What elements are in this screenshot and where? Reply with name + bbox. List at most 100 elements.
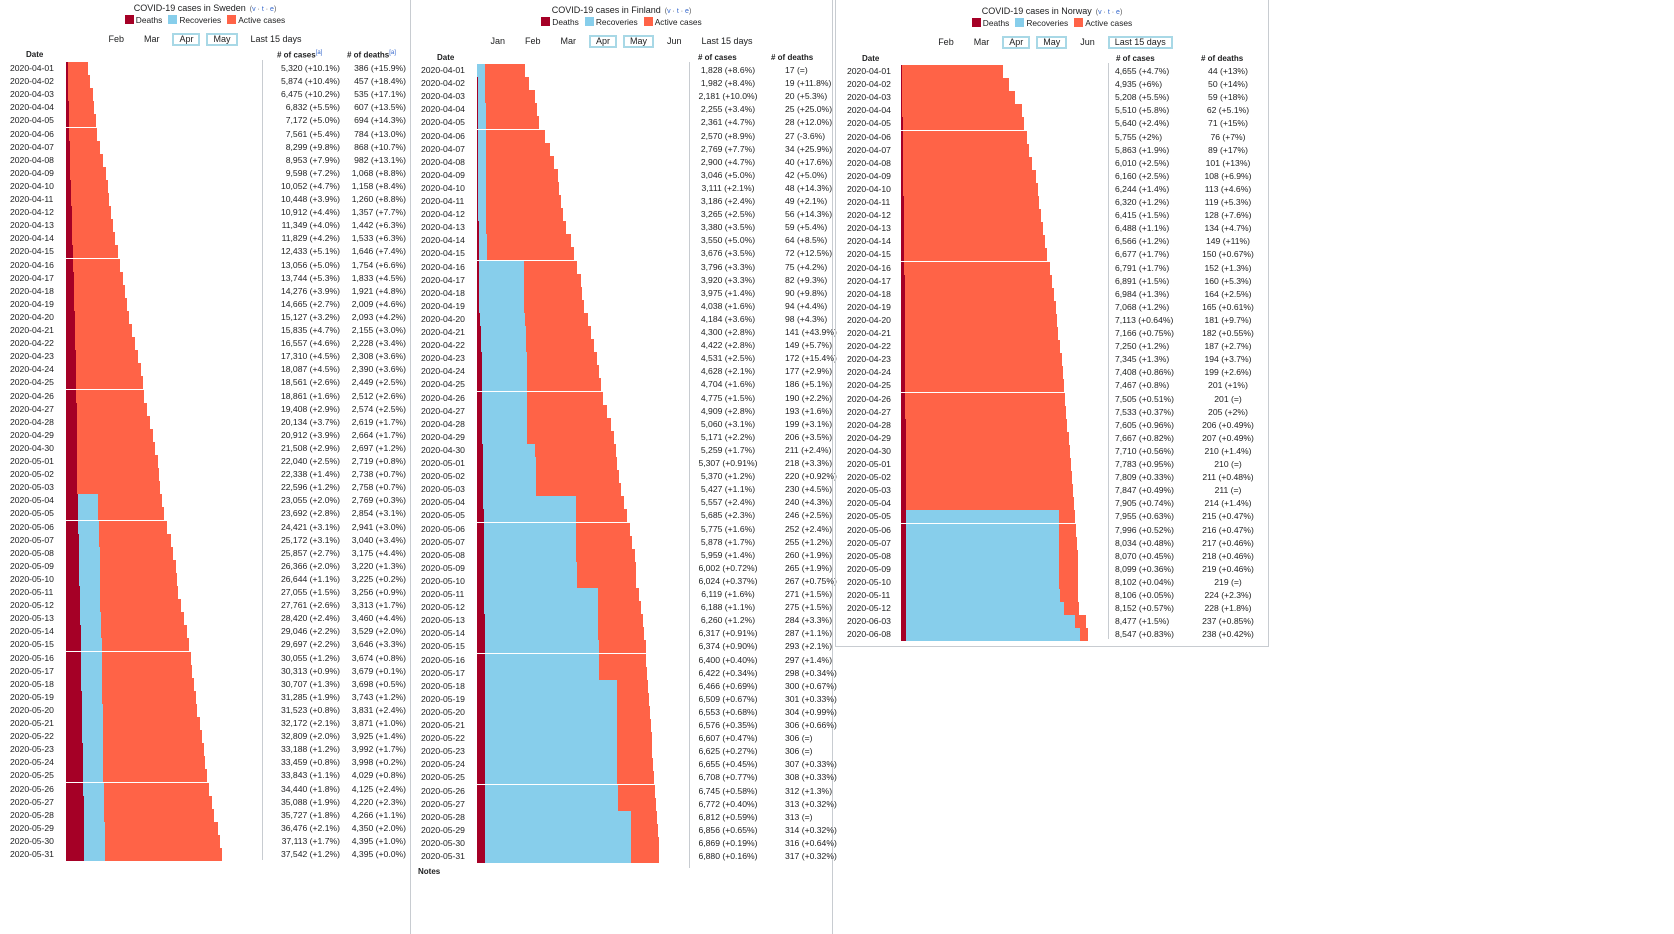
nav-mar[interactable]: Mar [143, 34, 160, 44]
vte-links: (v · t · e) [664, 8, 692, 15]
vte-link-e[interactable]: e [1116, 9, 1120, 16]
bar-segment-active [523, 260, 578, 274]
nav-may[interactable]: May [206, 33, 238, 46]
bar-segment-active [630, 850, 659, 864]
bar-segment-recoveries [78, 520, 99, 534]
nav-feb[interactable]: Feb [938, 37, 954, 47]
row-deaths: 228 (+1.8%) [1204, 603, 1252, 614]
bar-segment-active [70, 166, 106, 180]
row-date: 2020-04-08 [10, 154, 54, 165]
table-row: 2020-05-14 29,046 (+2.2%) 3,529 (+2.0%) [0, 625, 410, 639]
vte-link-e[interactable]: e [685, 8, 689, 15]
row-cases: 7,166 (+0.75%) [1115, 328, 1175, 338]
nav-apr[interactable]: Apr [588, 35, 617, 48]
stacked-bar [66, 153, 104, 167]
row-deaths: 271 (+1.5%) [785, 589, 833, 599]
stacked-bar [477, 483, 621, 497]
table-row: 2020-05-07 25,172 (+3.1%) 3,040 (+3.4%) [0, 533, 410, 547]
nav-apr[interactable]: Apr [172, 33, 201, 46]
nav-feb[interactable]: Feb [108, 34, 124, 44]
row-date: 2020-05-02 [847, 472, 891, 483]
row-deaths: 4,266 (+1.1%) [351, 809, 406, 820]
bar-segment-active [617, 692, 650, 706]
nav-last-15-days[interactable]: Last 15 days [701, 36, 753, 46]
nav-may[interactable]: May [622, 35, 654, 48]
bar-segment-deaths [66, 166, 71, 180]
row-deaths: 308 (+0.33%) [785, 772, 837, 783]
row-date: 2020-04-29 [847, 432, 891, 443]
bar-segment-active [104, 808, 215, 822]
bar-segment-deaths [477, 142, 478, 156]
bar-segment-deaths [901, 287, 905, 301]
footnote-link[interactable]: [a] [315, 50, 323, 56]
header-cases: # of cases [698, 53, 737, 62]
row-deaths: 40 (+17.6%) [785, 156, 833, 167]
footnote-link[interactable]: [a] [389, 50, 396, 56]
vte-link-v[interactable]: v [667, 8, 671, 15]
bar-segment-deaths [66, 848, 85, 862]
table-row: 2020-05-26 34,440 (+1.8%) 4,125 (+2.4%) [0, 782, 410, 796]
bar-segment-deaths [901, 628, 907, 642]
bar-segment-deaths [901, 353, 906, 367]
nav-last-15-days[interactable]: Last 15 days [1107, 36, 1173, 49]
stacked-bar [901, 353, 1062, 367]
vte-link-t[interactable]: t [261, 6, 264, 13]
bar-segment-deaths [66, 703, 82, 717]
bar-segment-recoveries [484, 561, 577, 575]
table-row: 2020-04-25 18,561 (+2.6%) 2,449 (+2.5%) [0, 376, 410, 390]
row-cases: 35,727 (+1.8%) [280, 809, 340, 820]
row-date: 2020-04-18 [421, 287, 465, 298]
vte-link-t[interactable]: t [676, 8, 679, 15]
row-cases: 6,374 (+0.90%) [698, 641, 758, 652]
table-row: 2020-05-04 5,557 (+2.4%) 240 (+4.3%) [411, 496, 832, 510]
bar-segment-deaths [901, 536, 906, 550]
stacked-bar [901, 130, 1027, 144]
table-row: 2020-05-24 6,655 (+0.45%) 307 (+0.33%) [411, 758, 837, 772]
table-row: 2020-04-15 6,677 (+1.7%) 150 (+0.67%) [836, 248, 1268, 262]
bar-segment-active [74, 297, 127, 311]
nav-jan[interactable]: Jan [490, 36, 505, 46]
nav-jun[interactable]: Jun [1080, 37, 1095, 47]
vte-link-e[interactable]: e [270, 6, 274, 13]
row-cases: 6,260 (+1.2%) [700, 615, 756, 626]
vte-link-v[interactable]: v [252, 6, 256, 13]
bar-segment-active [902, 117, 1025, 131]
nav-mar[interactable]: Mar [973, 37, 990, 47]
bar-segment-deaths [901, 182, 904, 196]
table-row: 2020-05-09 6,002 (+0.72%) 265 (+1.9%) [411, 561, 832, 575]
nav-last-15-days[interactable]: Last 15 days [250, 34, 302, 44]
bar-segment-deaths [477, 417, 483, 431]
bar-segment-deaths [901, 510, 906, 524]
nav-jun[interactable]: Jun [667, 36, 682, 46]
row-cases: 6,984 (+1.3%) [1115, 288, 1170, 299]
table-row: 2020-05-26 6,745 (+0.58%) 312 (+1.3%) [411, 784, 832, 798]
table-row: 2020-05-25 33,843 (+1.1%) 4,029 (+0.8%) [0, 769, 410, 783]
row-date: 2020-05-29 [10, 822, 54, 833]
vte-link-t[interactable]: t [1107, 9, 1110, 16]
table-row: 2020-04-19 14,665 (+2.7%) 2,009 (+4.6%) [0, 297, 410, 311]
row-cases: 5,427 (+1.1%) [700, 484, 756, 495]
stacked-bar [66, 664, 192, 678]
row-deaths: 2,719 (+0.8%) [351, 456, 406, 466]
stacked-bar [477, 535, 633, 549]
row-cases: 6,576 (+0.35%) [698, 720, 758, 730]
table-row: 2020-04-30 7,710 (+0.56%) 210 (+1.4%) [836, 444, 1268, 458]
nav-mar[interactable]: Mar [560, 36, 576, 46]
bar-segment-recoveries [81, 690, 103, 704]
table-row: 2020-04-17 6,891 (+1.5%) 160 (+5.3%) [836, 274, 1268, 288]
row-deaths: 784 (+13.0%) [354, 128, 406, 139]
bar-segment-recoveries [906, 628, 1081, 642]
bar-segment-active [67, 62, 89, 76]
stacked-bar [66, 219, 114, 233]
bar-segment-deaths [477, 719, 486, 733]
stacked-bar [66, 769, 207, 783]
table-row: 2020-04-13 11,349 (+4.0%) 1,442 (+6.3%) [0, 219, 410, 233]
nav-feb[interactable]: Feb [524, 36, 541, 46]
row-date: 2020-04-05 [421, 117, 465, 128]
stacked-bar [477, 339, 594, 353]
nav-may[interactable]: May [1036, 36, 1068, 49]
nav-apr[interactable]: Apr [1002, 36, 1031, 49]
row-deaths: 255 (+1.2%) [785, 536, 833, 547]
vte-link-v[interactable]: v [1098, 9, 1102, 16]
bar-segment-deaths [477, 601, 485, 615]
